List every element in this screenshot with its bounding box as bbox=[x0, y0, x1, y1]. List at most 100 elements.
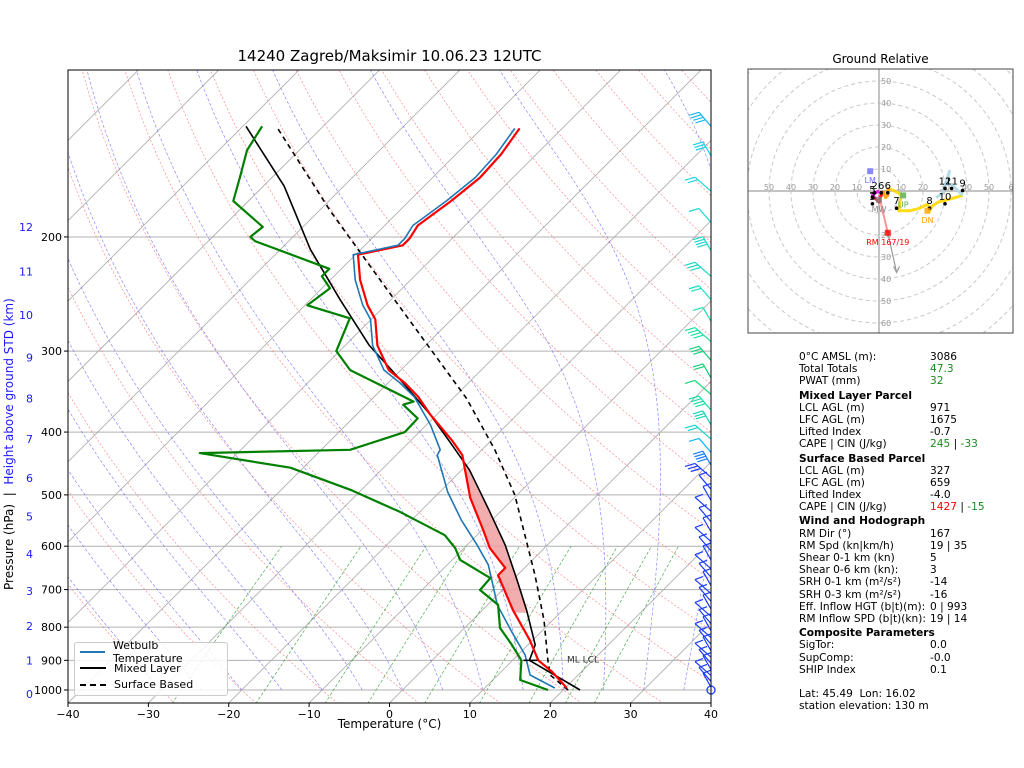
isotherm-gridline bbox=[68, 70, 702, 703]
stat-label: Shear 0-6 km (kn): bbox=[799, 564, 899, 577]
height-tick-label: 5 bbox=[26, 511, 33, 524]
dry-adiabat bbox=[68, 489, 257, 703]
wind-barb bbox=[694, 551, 712, 570]
height-tick-label: 9 bbox=[26, 352, 33, 365]
x-tick-label: 0 bbox=[386, 708, 393, 721]
legend-swatch-mixed-layer bbox=[80, 667, 106, 670]
moist-adiabat bbox=[664, 70, 711, 691]
wind-barb bbox=[694, 639, 712, 658]
height-tick-label: 3 bbox=[26, 585, 33, 598]
x-tick-label: −30 bbox=[137, 708, 160, 721]
dry-adiabat bbox=[124, 70, 664, 703]
stat-row-ml-cape-cin: CAPE | CIN (J/kg) 245 | -33 bbox=[799, 438, 1019, 450]
wind-barb bbox=[688, 285, 712, 301]
stat-label: Lifted Index bbox=[799, 489, 862, 502]
wind-barb bbox=[692, 306, 712, 322]
stat-label: Eff. Inflow HGT (b|t)(m): bbox=[799, 600, 926, 613]
stat-row-supcomp: SupComp: -0.0 bbox=[799, 652, 1019, 664]
stat-label: SHIP Index bbox=[799, 663, 856, 676]
legend-label: Wetbulb Temperature bbox=[113, 638, 183, 665]
stat-row-srh-03: SRH 0-3 km (m²/s²) -16 bbox=[799, 589, 1019, 601]
stat-value: 167 bbox=[930, 527, 951, 540]
moist-adiabat bbox=[68, 257, 363, 691]
height-axis-label: Height above ground STD (km) bbox=[2, 298, 16, 485]
wind-barb bbox=[702, 482, 712, 501]
moist-adiabat bbox=[370, 70, 607, 691]
pressure-axis-label: Pressure (hPa) bbox=[2, 503, 16, 590]
section-header-composite: Composite Parameters bbox=[799, 627, 935, 640]
wind-barb bbox=[684, 176, 712, 192]
wind-barb bbox=[698, 504, 712, 523]
wind-barb bbox=[698, 645, 712, 664]
legend-item-surface-based: Surface Based bbox=[80, 677, 227, 693]
isotherm-gridline bbox=[68, 70, 220, 222]
isotherm-gridline bbox=[549, 541, 711, 703]
height-tick-label: 7 bbox=[26, 433, 33, 446]
section-header-surface-based: Surface Based Parcel bbox=[799, 452, 926, 465]
wind-barb bbox=[684, 424, 712, 440]
pressure-tick-label: 1000 bbox=[34, 684, 62, 697]
height-tick-label: 4 bbox=[26, 548, 33, 561]
wind-barb bbox=[684, 379, 712, 395]
stat-label: LFC AGL (m) bbox=[799, 413, 865, 426]
ml-cape-value: 245 bbox=[930, 438, 951, 451]
dry-adiabat bbox=[68, 391, 338, 703]
moist-adiabat bbox=[68, 151, 403, 691]
value-separator: | bbox=[950, 438, 961, 451]
wind-barb bbox=[702, 567, 712, 586]
x-tick-label: 40 bbox=[704, 708, 718, 721]
stat-value: 0.1 bbox=[930, 663, 947, 676]
wind-barb bbox=[692, 450, 712, 466]
section-header-mixed-layer: Mixed Layer Parcel bbox=[799, 389, 912, 402]
stat-label: SigTor: bbox=[799, 639, 835, 652]
dry-adiabat bbox=[338, 70, 711, 482]
isotherm-gridline bbox=[68, 70, 300, 302]
wind-barb bbox=[694, 619, 712, 638]
chart-title: 14240 Zagreb/Maksimir 10.06.23 12UTC bbox=[237, 47, 542, 65]
wind-barb bbox=[694, 493, 712, 512]
y-axis-label: Pressure (hPa) | Height above ground STD… bbox=[2, 298, 16, 590]
x-tick-label: −10 bbox=[298, 708, 321, 721]
stat-row-shear-01: Shear 0-1 km (kn) 5 bbox=[799, 552, 1019, 564]
stat-label: CAPE | CIN (J/kg) bbox=[799, 438, 887, 451]
stat-label: LFC AGL (m) bbox=[799, 476, 865, 489]
pressure-tick-label: 700 bbox=[41, 584, 62, 597]
stat-value: 971 bbox=[930, 401, 951, 414]
wind-barb bbox=[698, 471, 712, 490]
stat-row-shear-06: Shear 0-6 km (kn): 3 bbox=[799, 564, 1019, 576]
mixing-ratio-line bbox=[367, 546, 467, 703]
plot-frame bbox=[67, 69, 712, 704]
value-separator: | bbox=[956, 501, 968, 514]
stat-row-sigtor: SigTor: 0.0 bbox=[799, 639, 1019, 651]
isotherm-gridline bbox=[68, 70, 139, 141]
sb-cape-value: 1427 bbox=[930, 501, 957, 514]
stat-row-sb-cape-cin: CAPE | CIN (J/kg) 1427 | -15 bbox=[799, 501, 1019, 513]
wind-barb bbox=[692, 141, 712, 157]
moist-adiabat bbox=[196, 70, 524, 691]
stat-label: SRH 0-3 km (m²/s²) bbox=[799, 588, 902, 601]
sb-cin-value: -15 bbox=[967, 501, 985, 514]
series-wetbulb-temperature bbox=[352, 127, 556, 689]
height-tick-label: 6 bbox=[26, 472, 33, 485]
mixing-ratio-line bbox=[593, 546, 679, 703]
stat-value: 0.0 bbox=[930, 639, 947, 652]
x-tick-label: 30 bbox=[624, 708, 638, 721]
stat-value: 3086 bbox=[930, 351, 957, 363]
stat-row-ml-lcl: LCL AGL (m) 971 bbox=[799, 402, 1019, 414]
series-mixed-layer bbox=[245, 125, 581, 691]
isotherm-gridline bbox=[68, 70, 461, 463]
axis-label-separator: | bbox=[2, 492, 16, 497]
x-tick-label: −20 bbox=[217, 708, 240, 721]
stat-value: -0.0 bbox=[930, 651, 951, 664]
stat-value: 0 | 993 bbox=[930, 600, 968, 613]
legend-label: Surface Based bbox=[114, 678, 194, 692]
legend-swatch-surface-based bbox=[80, 683, 106, 686]
isotherm-gridline bbox=[469, 461, 711, 703]
stat-row-rm-spd: RM Spd (kn|km/h) 19 | 35 bbox=[799, 540, 1019, 552]
ml-cin-value: -33 bbox=[960, 438, 978, 451]
stat-value: 32 bbox=[930, 375, 944, 388]
stat-value: 19 | 14 bbox=[930, 612, 968, 625]
legend: Wetbulb Temperature Mixed Layer Surface … bbox=[74, 638, 228, 696]
stat-row-rm-dir: RM Dir (°) 167 bbox=[799, 528, 1019, 540]
